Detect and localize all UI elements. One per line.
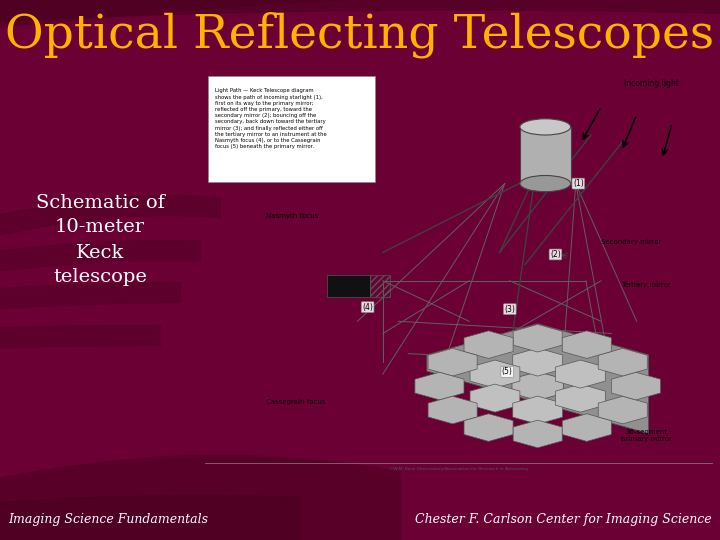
Polygon shape — [513, 348, 562, 376]
Polygon shape — [464, 331, 513, 359]
Polygon shape — [562, 414, 611, 441]
Text: (1): (1) — [573, 179, 584, 188]
Text: Schematic of
10-meter
Keck
telescope: Schematic of 10-meter Keck telescope — [35, 193, 164, 287]
Text: Cassegrain focus: Cassegrain focus — [266, 399, 325, 406]
Polygon shape — [428, 396, 477, 424]
Text: Chester F. Carlson Center for Imaging Science: Chester F. Carlson Center for Imaging Sc… — [415, 514, 712, 526]
Text: (2): (2) — [550, 250, 561, 259]
Polygon shape — [427, 324, 649, 434]
Polygon shape — [428, 348, 477, 376]
Polygon shape — [470, 360, 520, 388]
Ellipse shape — [520, 176, 571, 192]
Text: Light Path — Keck Telescope diagram
shows the path of incoming starlight (1),
fi: Light Path — Keck Telescope diagram show… — [215, 89, 327, 149]
Polygon shape — [611, 372, 660, 400]
Polygon shape — [556, 384, 606, 412]
Text: Nasmyth focus: Nasmyth focus — [266, 213, 318, 219]
Text: Incoming light: Incoming light — [624, 79, 680, 89]
Ellipse shape — [520, 119, 571, 135]
Text: (5): (5) — [502, 367, 513, 376]
Polygon shape — [470, 384, 520, 412]
Polygon shape — [556, 360, 606, 388]
Text: Tertiary mirror: Tertiary mirror — [621, 282, 671, 288]
Bar — [370, 275, 390, 297]
Polygon shape — [513, 420, 562, 448]
Text: ©W.M. Keck Observatory/Association for Research in Astronomy: ©W.M. Keck Observatory/Association for R… — [390, 467, 528, 471]
Text: (4): (4) — [362, 302, 373, 312]
Polygon shape — [562, 331, 611, 359]
Polygon shape — [512, 372, 563, 401]
Text: Secondary mirror: Secondary mirror — [601, 239, 662, 245]
FancyBboxPatch shape — [208, 76, 375, 181]
Bar — [520, 127, 571, 184]
Bar — [327, 275, 370, 297]
Polygon shape — [598, 396, 647, 424]
Polygon shape — [598, 348, 647, 376]
Polygon shape — [513, 396, 562, 424]
Polygon shape — [415, 372, 464, 400]
Text: (3): (3) — [504, 305, 516, 314]
Text: Optical Reflecting Telescopes: Optical Reflecting Telescopes — [6, 12, 714, 58]
Text: Imaging Science Fundamentals: Imaging Science Fundamentals — [8, 514, 208, 526]
Polygon shape — [513, 325, 562, 352]
Polygon shape — [464, 414, 513, 441]
Text: 36-segment
primary mirror: 36-segment primary mirror — [621, 429, 672, 442]
